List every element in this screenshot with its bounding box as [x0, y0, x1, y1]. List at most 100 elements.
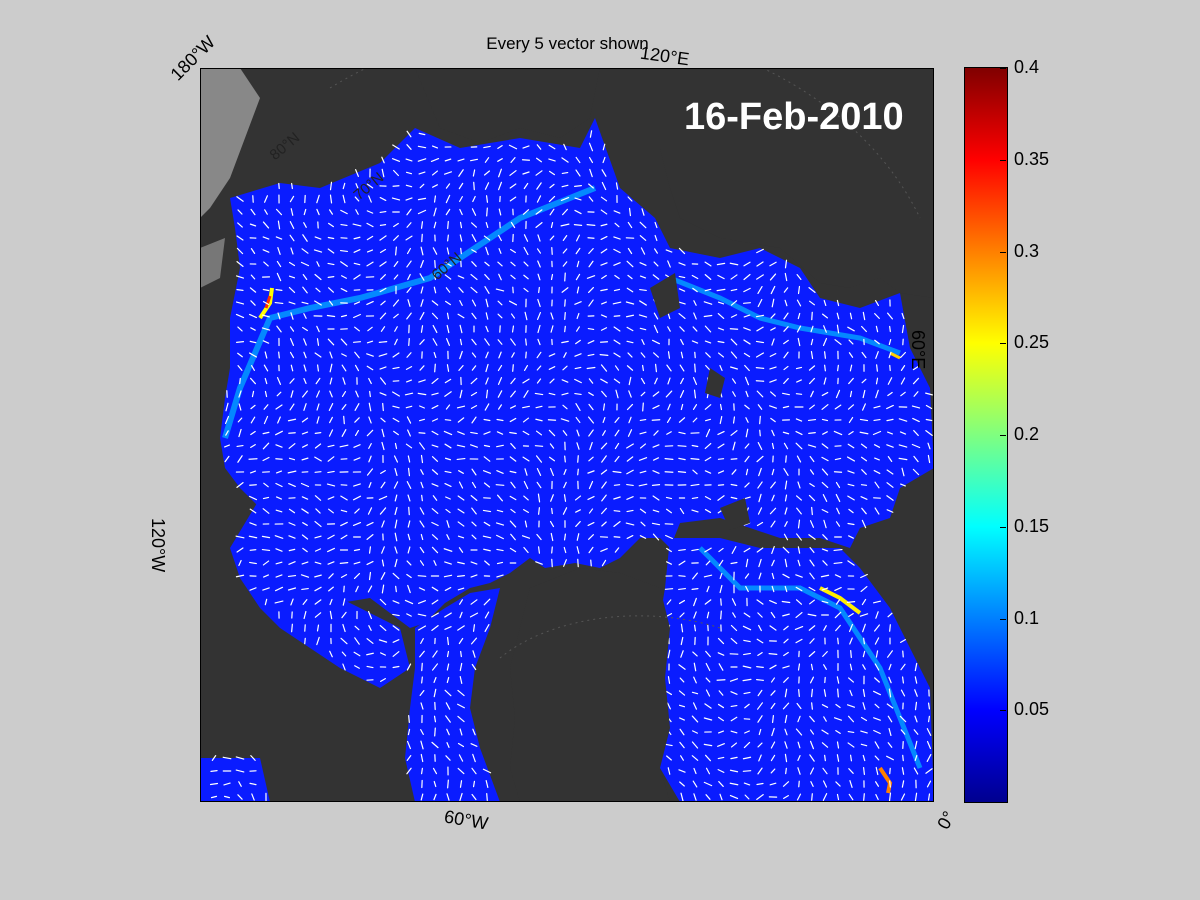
drift-vector — [613, 262, 621, 266]
drift-vector — [861, 507, 867, 515]
drift-vector — [327, 496, 335, 500]
drift-vector — [497, 261, 503, 267]
drift-vector — [613, 210, 621, 214]
drift-vector — [601, 455, 607, 463]
drift-vector — [886, 509, 894, 513]
drift-vector — [563, 494, 567, 502]
drift-vector — [563, 559, 567, 567]
drift-vector — [887, 312, 893, 320]
drift-vector — [471, 793, 477, 801]
drift-vector — [523, 261, 529, 267]
drift-vector — [666, 599, 672, 605]
drift-vector — [459, 208, 463, 216]
drift-vector — [328, 402, 334, 412]
drift-vector — [288, 508, 296, 514]
map-border — [200, 68, 934, 802]
drift-vector — [379, 392, 387, 396]
drift-vector — [757, 767, 763, 775]
drift-vector — [511, 325, 515, 333]
drift-vector — [264, 390, 268, 398]
drift-vector — [353, 573, 361, 579]
drift-vector — [354, 665, 360, 669]
drift-vector — [235, 769, 245, 773]
drift-vector — [743, 639, 751, 643]
drift-vector — [729, 782, 739, 786]
drift-vector — [510, 442, 516, 450]
drift-vector — [703, 743, 713, 747]
drift-vector — [861, 351, 867, 359]
drift-vector — [430, 157, 440, 163]
lon-label-60e: 60°E — [908, 330, 928, 370]
drift-vector — [509, 405, 517, 409]
drift-vector — [446, 324, 450, 334]
drift-vector — [744, 364, 750, 372]
drift-vector — [235, 301, 245, 305]
drift-vector — [809, 469, 815, 475]
drift-vector — [575, 273, 581, 281]
drift-vector — [405, 379, 413, 383]
drift-vector — [796, 299, 802, 307]
drift-vector — [548, 456, 556, 462]
drift-vector — [563, 533, 567, 541]
drift-vector — [355, 183, 359, 189]
drift-vector — [327, 236, 335, 240]
drift-vector — [809, 599, 815, 605]
drift-vector — [833, 430, 843, 436]
drift-vector — [796, 793, 802, 801]
drift-vector — [730, 637, 738, 645]
drift-vector — [302, 444, 308, 448]
drift-vector — [876, 364, 878, 372]
drift-vector — [808, 625, 816, 631]
drift-vector — [394, 494, 398, 502]
drift-vector — [380, 481, 386, 489]
drift-vector — [666, 431, 672, 435]
drift-vector — [678, 548, 686, 552]
drift-vector — [860, 443, 868, 449]
drift-vector — [651, 339, 661, 345]
drift-vector — [288, 432, 296, 434]
drift-vector — [512, 364, 514, 372]
drift-vector — [382, 402, 384, 412]
drift-vector — [639, 288, 647, 292]
drift-vector — [470, 574, 478, 578]
colorbar-tick-mark — [1000, 68, 1006, 69]
drift-vector — [627, 196, 633, 202]
drift-vector — [431, 534, 439, 540]
drift-vector — [327, 534, 335, 540]
drift-vector — [577, 468, 579, 476]
drift-vector — [745, 558, 749, 568]
drift-vector — [744, 404, 750, 410]
drift-vector — [408, 715, 410, 723]
drift-vector — [810, 781, 814, 787]
drift-vector — [263, 404, 269, 410]
drift-vector — [847, 522, 855, 526]
drift-vector — [757, 285, 763, 295]
drift-vector — [381, 546, 385, 554]
drift-vector — [249, 508, 257, 514]
ice-region-arctic — [220, 118, 934, 628]
land-coast-russia — [660, 68, 934, 298]
drift-vector — [823, 689, 827, 697]
drift-vector — [795, 728, 803, 736]
drift-vector — [459, 324, 463, 334]
drift-vector — [795, 366, 803, 370]
drift-vector — [433, 780, 437, 788]
drift-vector — [641, 339, 645, 345]
drift-vector — [316, 624, 320, 632]
drift-vector — [783, 351, 789, 359]
drift-vector — [459, 728, 463, 736]
drift-vector — [771, 714, 775, 724]
drift-vector — [614, 417, 620, 423]
drift-vector — [784, 558, 788, 568]
drift-vector — [405, 405, 413, 409]
drift-vector — [821, 600, 829, 604]
drift-vector — [691, 691, 699, 695]
colorbar-tick-mark — [1000, 159, 1006, 161]
drift-vector — [238, 390, 242, 398]
drift-vector — [447, 220, 449, 230]
drift-vector — [444, 612, 452, 618]
drift-vector — [782, 431, 790, 435]
drift-vector — [653, 324, 659, 334]
drift-vector — [795, 418, 803, 422]
drift-vector — [679, 741, 685, 749]
